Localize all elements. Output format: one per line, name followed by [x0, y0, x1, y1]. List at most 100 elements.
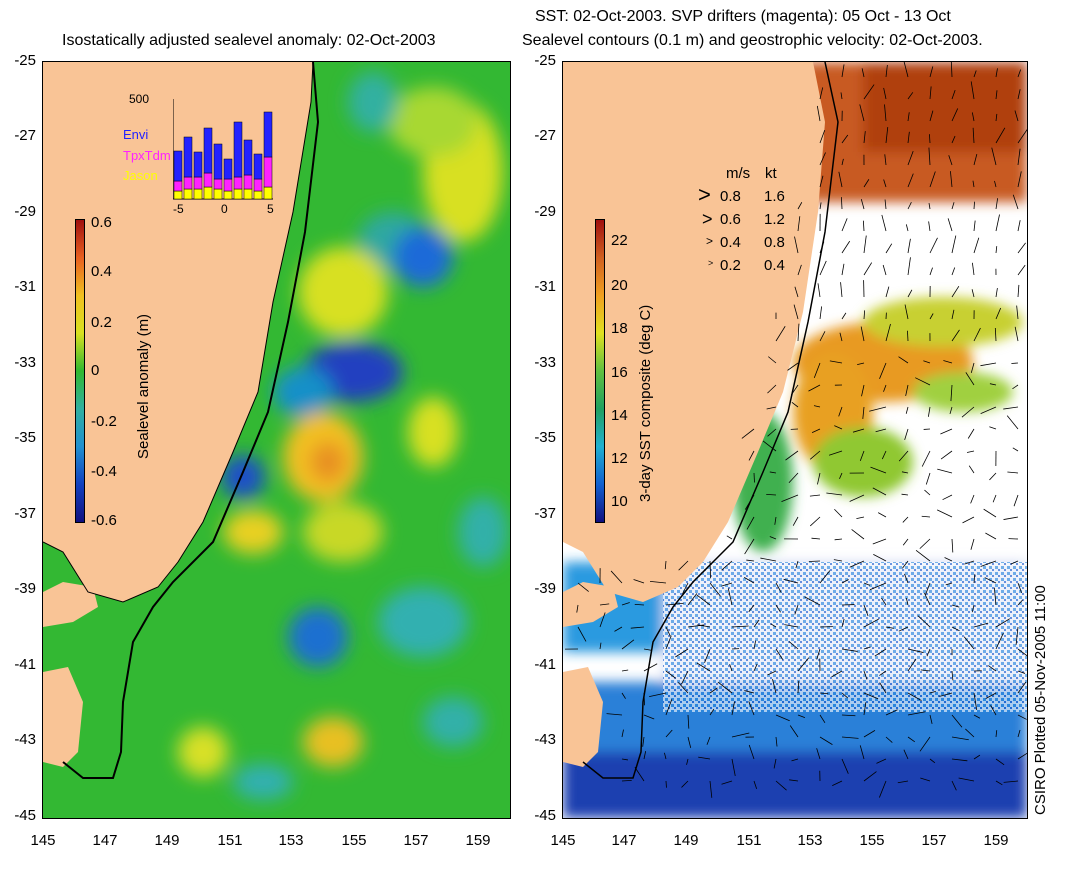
- velocity-vector: [859, 745, 865, 760]
- velocity-vector: [744, 494, 755, 510]
- velocity-vector: [784, 624, 799, 628]
- velocity-vector: [817, 283, 821, 298]
- velocity-vector: [863, 604, 869, 617]
- velocity-vector: [992, 494, 997, 503]
- velocity-vector: [919, 538, 931, 549]
- inset-bar-tpx: [233, 176, 243, 190]
- velocity-vector: [748, 701, 755, 716]
- velocity-vector: [989, 472, 997, 481]
- left-xtick: 155: [341, 832, 367, 849]
- velocity-vector: [841, 692, 848, 699]
- colorbar-tick: 0.2: [91, 314, 112, 331]
- velocity-vector: [881, 450, 887, 460]
- left-ytick: -27: [14, 127, 36, 144]
- velocity-vector: [907, 112, 910, 122]
- velocity-vector: [834, 538, 843, 541]
- velocity-vector: [783, 578, 799, 584]
- velocity-vector: [985, 692, 997, 699]
- velocity-vector: [944, 557, 953, 562]
- velocity-vector: [775, 736, 778, 747]
- inset-bar-envi: [173, 150, 183, 182]
- velocity-vector: [729, 663, 733, 672]
- velocity-vector: [950, 62, 953, 78]
- velocity-vector: [951, 736, 969, 741]
- velocity-vector: [907, 238, 911, 254]
- velocity-vector: [1012, 194, 1019, 210]
- velocity-vector: [696, 662, 711, 672]
- left-xtick: 153: [278, 832, 304, 849]
- velocity-vector: [841, 736, 859, 739]
- velocity-vector: [768, 356, 777, 364]
- left-xtick: 145: [30, 832, 56, 849]
- velocity-vector: [961, 406, 975, 418]
- velocity-vector: [942, 494, 953, 501]
- velocity-vector: [905, 384, 909, 397]
- velocity-vector: [863, 730, 876, 738]
- inset-xtick: -5: [173, 202, 184, 216]
- velocity-vector: [971, 289, 975, 298]
- velocity-vector: [885, 64, 888, 78]
- velocity-vector: [797, 657, 810, 672]
- velocity-vector: [1016, 305, 1019, 320]
- velocity-vector: [973, 70, 977, 78]
- velocity-vector: [1017, 242, 1026, 254]
- right-xtick: 149: [673, 832, 699, 849]
- velocity-vector: [769, 471, 777, 474]
- velocity-vector: [841, 714, 856, 717]
- velocity-vector: [970, 81, 975, 100]
- velocity-vector: [875, 428, 887, 433]
- velocity-vector: [860, 326, 865, 342]
- velocity-vector: [819, 260, 827, 276]
- velocity-vector: [746, 559, 755, 562]
- velocity-legend-ms: 0.2: [720, 257, 741, 274]
- right-map-title-line2: Sealevel contours (0.1 m) and geostrophi…: [522, 32, 983, 49]
- velocity-vector: [939, 692, 953, 697]
- velocity-vector: [995, 90, 998, 100]
- colorbar-tick: 16: [611, 364, 628, 381]
- velocity-vector: [963, 636, 975, 650]
- colorbar-tick: 20: [611, 277, 628, 294]
- velocity-vector: [709, 582, 721, 597]
- velocity-vector: [665, 635, 672, 650]
- velocity-vector: [915, 377, 931, 386]
- velocity-vector: [819, 152, 826, 166]
- velocity-vector: [788, 641, 799, 650]
- right-xtick: 145: [550, 832, 576, 849]
- velocity-vector: [907, 648, 924, 653]
- velocity-vector: [1017, 599, 1023, 606]
- right-sst-map: 22 20 18 16 14 12 10 3-day SST composite…: [562, 61, 1028, 819]
- right-map-title-line1: SST: 02-Oct-2003. SVP drifters (magenta)…: [535, 8, 951, 25]
- velocity-vector: [621, 669, 629, 672]
- velocity-vector: [852, 428, 865, 433]
- velocity-vector: [797, 323, 800, 342]
- velocity-vector: [885, 323, 891, 342]
- velocity-vector: [874, 648, 887, 657]
- velocity-vector: [898, 626, 909, 632]
- velocity-vector: [841, 579, 849, 584]
- right-xtick: 159: [983, 832, 1009, 849]
- velocity-vector: [819, 202, 822, 210]
- velocity-vector: [971, 112, 975, 122]
- velocity-vector: [885, 286, 890, 298]
- velocity-vector: [991, 147, 997, 166]
- velocity-vector: [1017, 129, 1027, 144]
- velocity-vector: [885, 736, 893, 743]
- velocity-legend-ms: 0.8: [720, 188, 741, 205]
- velocity-vector: [973, 237, 980, 254]
- left-ytick: -45: [14, 807, 36, 824]
- velocity-vector: [951, 285, 960, 298]
- velocity-vector: [599, 612, 606, 628]
- velocity-vector: [968, 465, 975, 474]
- right-xtick: 157: [921, 832, 947, 849]
- velocity-vector: [606, 713, 623, 716]
- velocity-vector: [1014, 326, 1019, 342]
- inset-bar-tpx: [203, 172, 213, 188]
- velocity-vector: [951, 714, 963, 728]
- right-ytick: -45: [534, 807, 556, 824]
- velocity-vector: [907, 330, 909, 342]
- velocity-vector: [838, 406, 843, 417]
- left-ytick: -39: [14, 580, 36, 597]
- velocity-vector: [809, 494, 821, 497]
- velocity-vector: [907, 92, 914, 100]
- velocity-vector: [826, 492, 843, 496]
